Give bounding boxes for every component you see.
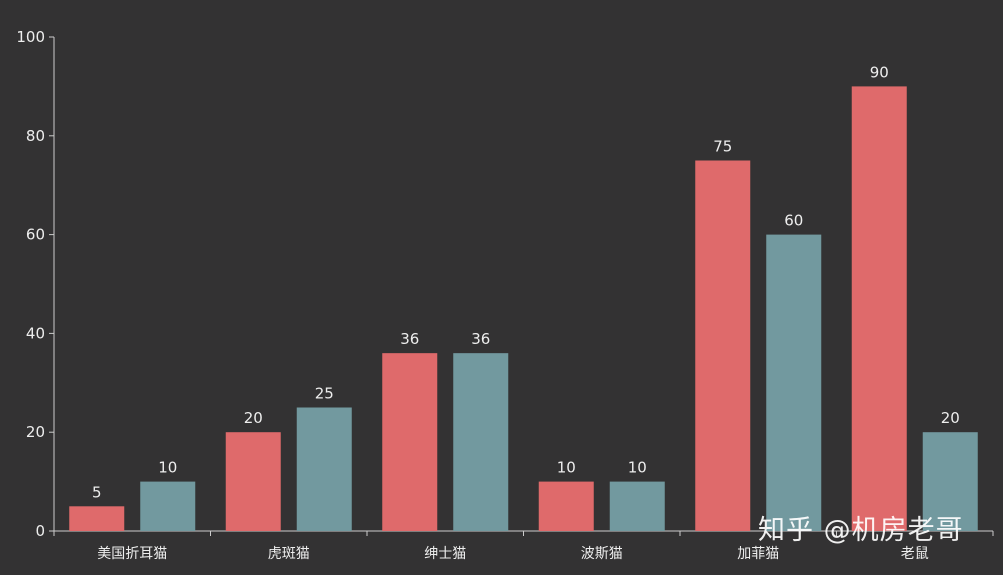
y-tick-label: 100	[16, 28, 45, 46]
data-label: 10	[557, 459, 576, 477]
x-tick-label: 加菲猫	[737, 546, 779, 562]
bar	[695, 160, 751, 531]
x-tick-label: 虎斑猫	[268, 546, 310, 562]
bar	[609, 481, 665, 531]
data-label: 25	[315, 385, 334, 403]
data-label: 36	[471, 330, 490, 348]
x-tick-label: 绅士猫	[424, 546, 466, 562]
y-tick-label: 20	[26, 423, 45, 441]
data-label: 36	[400, 330, 419, 348]
watermark: 知乎 @机房老哥	[758, 515, 964, 546]
data-label: 90	[870, 63, 889, 81]
bar	[766, 234, 822, 531]
x-tick-label: 老鼠	[901, 546, 929, 562]
bar	[296, 407, 352, 531]
bar	[382, 353, 438, 531]
y-tick-label: 60	[26, 226, 45, 244]
x-tick-label: 波斯猫	[581, 546, 623, 562]
bar	[140, 481, 196, 531]
bar	[69, 506, 125, 531]
data-label: 20	[244, 409, 263, 427]
data-label: 60	[784, 212, 803, 230]
y-tick-label: 80	[26, 127, 45, 145]
y-tick-label: 40	[26, 324, 45, 342]
data-label: 10	[158, 459, 177, 477]
bar	[453, 353, 509, 531]
bar	[538, 481, 594, 531]
data-label: 10	[628, 459, 647, 477]
bar	[225, 432, 281, 531]
bar	[922, 432, 978, 531]
data-label: 75	[713, 138, 732, 156]
y-tick-label: 0	[35, 522, 45, 540]
data-label: 20	[941, 409, 960, 427]
x-tick-label: 美国折耳猫	[97, 546, 167, 562]
data-label: 5	[92, 483, 102, 501]
bar	[851, 86, 907, 532]
